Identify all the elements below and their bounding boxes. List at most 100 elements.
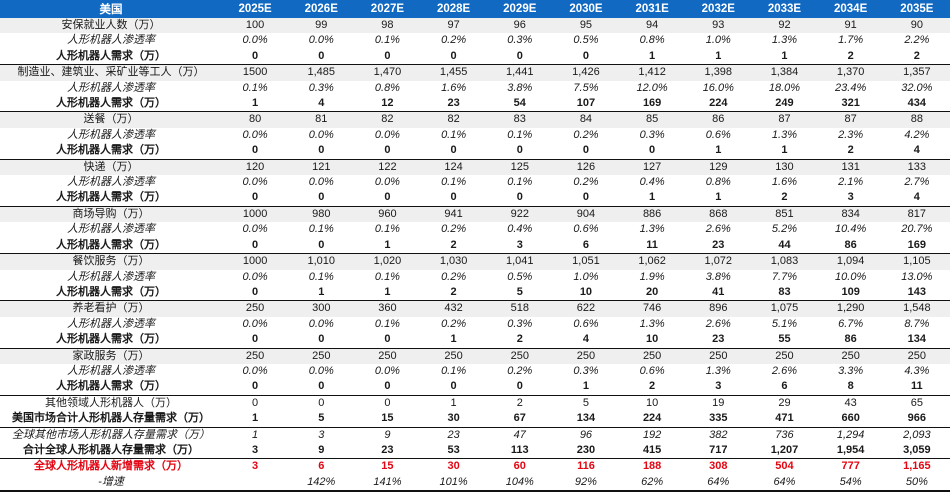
value-cell: 922	[486, 206, 553, 223]
value-cell: 1.6%	[771, 176, 797, 189]
table-row: 人形机器人需求（万） 0 0 0 0 0 0 0 1 1 2 4	[0, 143, 950, 160]
value-cell: 23	[420, 96, 487, 113]
value-cell: 0	[354, 332, 421, 349]
value-cell: 107	[552, 96, 620, 113]
value-cell: 0.6%	[639, 364, 665, 377]
row-label: 人形机器人渗透率	[67, 270, 155, 283]
value-cell: 109	[817, 284, 884, 302]
year-header: 2026E	[288, 0, 355, 18]
value-cell: 125	[486, 159, 553, 176]
value-cell: 15	[354, 411, 421, 428]
row-label: 人形机器人渗透率	[67, 81, 155, 94]
row-label: 安保就业人数（万）	[0, 18, 222, 34]
value-cell: 0.3%	[308, 81, 334, 94]
value-cell: 0	[288, 237, 355, 255]
value-cell: 1	[619, 48, 686, 66]
value-cell: 64%	[751, 474, 818, 493]
value-cell: 0.6%	[573, 317, 599, 330]
corner-header: 美国	[0, 0, 222, 18]
value-cell: 0.8%	[639, 34, 665, 47]
value-cell: 67	[486, 411, 553, 428]
value-cell: 250	[685, 348, 752, 364]
value-cell: 321	[817, 96, 884, 113]
value-cell: 471	[751, 411, 818, 428]
value-cell: 127	[619, 159, 686, 176]
value-cell: 1.3%	[639, 317, 665, 330]
value-cell: 1,105	[883, 253, 950, 270]
value-cell: 4	[552, 332, 620, 349]
year-header: 2025E	[222, 0, 289, 18]
value-cell: 169	[619, 96, 686, 113]
value-cell: 250	[222, 348, 289, 364]
value-cell: 250	[486, 348, 553, 364]
value-cell: 250	[883, 348, 950, 364]
value-cell: 6	[552, 237, 620, 255]
value-cell: 0.4%	[507, 223, 533, 236]
table-row: 安保就业人数（万） 100 99 98 97 96 95 94 93 92 91 90	[0, 18, 950, 34]
value-cell: 0.4%	[639, 176, 665, 189]
value-cell: 0	[354, 379, 421, 396]
value-cell: 966	[883, 411, 950, 428]
value-cell: 0.0%	[308, 364, 334, 377]
value-cell: 335	[685, 411, 752, 428]
value-cell: 0.0%	[308, 34, 334, 47]
table-row: 制造业、建筑业、采矿业等工人（万） 1500 1,485 1,470 1,455 1,44…	[0, 64, 950, 81]
value-cell: 88	[883, 111, 950, 128]
value-cell: 3	[685, 379, 752, 396]
value-cell: 4.2%	[904, 128, 930, 141]
value-cell: 0	[222, 48, 289, 66]
table-row: 人形机器人渗透率 0.0% 0.0% 0.0% 0.1% 0.1% 0.2% 0.4% 0.8%…	[0, 175, 950, 190]
value-cell: 0	[420, 143, 487, 160]
value-cell: 23	[685, 237, 752, 255]
row-label: 快递（万）	[0, 159, 222, 176]
value-cell: 2	[619, 379, 686, 396]
value-cell: 1	[252, 428, 259, 441]
value-cell: 1	[552, 379, 620, 396]
value-cell: 0	[420, 48, 487, 66]
value-cell: 60	[513, 460, 526, 473]
table-row: 人形机器人渗透率 0.0% 0.0% 0.1% 0.2% 0.3% 0.5% 0.8% 1.0%…	[0, 33, 950, 48]
value-cell: 8.7%	[904, 317, 930, 330]
table-row: 全球人形机器人新增需求（万） 3 6 15 30 60 116 188 308 504 777 1,1…	[0, 459, 950, 475]
value-cell: 3	[486, 237, 553, 255]
value-cell: 3.3%	[838, 364, 864, 377]
value-cell: 188	[642, 460, 662, 473]
value-cell: 0.1%	[507, 176, 533, 189]
value-cell: 0.2%	[573, 128, 599, 141]
value-cell: 93	[685, 18, 752, 34]
row-label: 人形机器人渗透率	[67, 223, 155, 236]
value-cell: 0	[222, 332, 289, 349]
row-label: 人形机器人需求（万）	[0, 190, 222, 207]
value-cell: 92	[751, 18, 818, 34]
value-cell: 4	[883, 190, 950, 207]
value-cell: 0.0%	[242, 34, 268, 47]
table-row: 人形机器人渗透率 0.0% 0.0% 0.0% 0.1% 0.1% 0.2% 0.3% 0.6%…	[0, 128, 950, 143]
value-cell: 3	[252, 460, 259, 473]
table-row: 人形机器人渗透率 0.0% 0.0% 0.0% 0.1% 0.2% 0.3% 0.6% 1.3%…	[0, 364, 950, 379]
value-cell: 896	[685, 300, 752, 317]
value-cell: 0.3%	[507, 317, 533, 330]
value-cell: 131	[817, 159, 884, 176]
year-header: 2030E	[552, 0, 620, 18]
table-row: 送餐（万） 80 81 82 82 83 84 85 86 87 87 88	[0, 111, 950, 128]
value-cell: 20	[619, 284, 686, 302]
value-cell: 87	[817, 111, 884, 128]
value-cell: 90	[883, 18, 950, 34]
value-cell: 11	[619, 237, 686, 255]
value-cell: 44	[751, 237, 818, 255]
row-label: -增速	[0, 474, 222, 493]
value-cell: 0.0%	[374, 128, 400, 141]
value-cell: 1,030	[420, 253, 487, 270]
value-cell: 868	[685, 206, 752, 223]
value-cell: 64%	[685, 474, 752, 493]
value-cell: 432	[420, 300, 487, 317]
value-cell: 0	[552, 143, 620, 160]
row-label: 其他领域人形机器人（万）	[0, 395, 222, 412]
value-cell: 6	[318, 460, 325, 473]
value-cell: 980	[288, 206, 355, 223]
value-cell: 2	[486, 332, 553, 349]
value-cell: 9	[384, 428, 391, 441]
table-row: 人形机器人需求（万） 1 4 12 23 54 107 169 224 249 321 434	[0, 96, 950, 113]
value-cell: 2,093	[903, 428, 931, 441]
value-cell: 99	[288, 18, 355, 34]
